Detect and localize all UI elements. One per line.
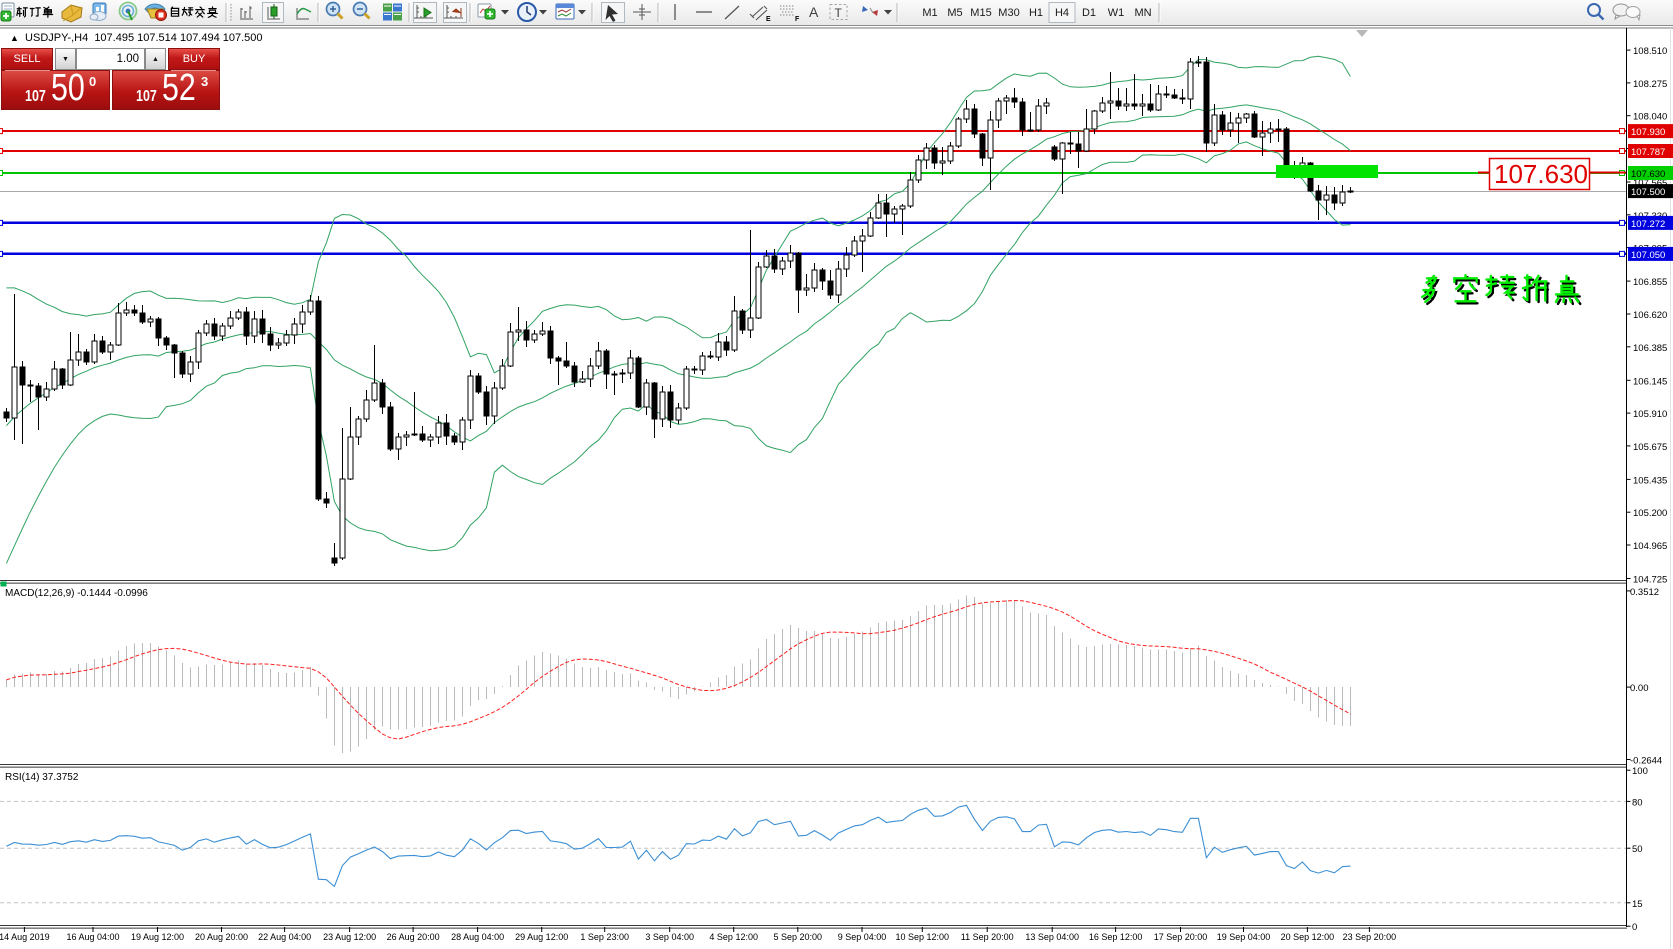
svg-text:50: 50 — [1632, 844, 1643, 855]
svg-text:106.145: 106.145 — [1633, 376, 1667, 387]
svg-text:17 Sep 20:00: 17 Sep 20:00 — [1154, 932, 1208, 942]
svg-text:9 Sep 04:00: 9 Sep 04:00 — [838, 932, 887, 942]
svg-text:107.787: 107.787 — [1631, 147, 1665, 158]
svg-text:108.510: 108.510 — [1633, 46, 1667, 57]
svg-text:80: 80 — [1632, 797, 1643, 808]
svg-text:26 Aug 20:00: 26 Aug 20:00 — [387, 932, 440, 942]
svg-text:3 Sep 04:00: 3 Sep 04:00 — [645, 932, 694, 942]
svg-text:MACD(12,26,9) -0.1444 -0.0996: MACD(12,26,9) -0.1444 -0.0996 — [5, 588, 148, 599]
svg-text:0.3512: 0.3512 — [1630, 587, 1659, 598]
svg-text:105.910: 105.910 — [1633, 409, 1667, 420]
svg-text:105.675: 105.675 — [1633, 442, 1667, 453]
svg-text:H1: H1 — [1029, 7, 1043, 19]
svg-text:105.200: 105.200 — [1633, 508, 1667, 519]
svg-text:5 Sep 20:00: 5 Sep 20:00 — [774, 932, 823, 942]
svg-text:20 Aug 20:00: 20 Aug 20:00 — [195, 932, 248, 942]
svg-text:10 Sep 12:00: 10 Sep 12:00 — [896, 932, 950, 942]
svg-text:106.855: 106.855 — [1633, 277, 1667, 288]
svg-text:W1: W1 — [1108, 7, 1125, 19]
svg-text:16 Sep 12:00: 16 Sep 12:00 — [1089, 932, 1143, 942]
svg-text:19 Sep 04:00: 19 Sep 04:00 — [1217, 932, 1271, 942]
svg-text:F: F — [795, 16, 800, 23]
svg-text:4 Sep 12:00: 4 Sep 12:00 — [709, 932, 758, 942]
svg-text:16 Aug 04:00: 16 Aug 04:00 — [66, 932, 119, 942]
svg-text:23 Sep 20:00: 23 Sep 20:00 — [1343, 932, 1397, 942]
svg-text:107.272: 107.272 — [1631, 219, 1665, 230]
svg-text:M15: M15 — [970, 7, 991, 19]
svg-text:11 Sep 20:00: 11 Sep 20:00 — [961, 932, 1014, 942]
svg-text:A: A — [809, 4, 819, 20]
svg-text:29 Aug 12:00: 29 Aug 12:00 — [515, 932, 568, 942]
svg-text:15: 15 — [1632, 899, 1643, 910]
svg-text:0.00: 0.00 — [1630, 683, 1649, 694]
svg-text:0: 0 — [1632, 922, 1637, 933]
svg-text:H4: H4 — [1055, 7, 1069, 19]
svg-text:23 Aug 12:00: 23 Aug 12:00 — [323, 932, 376, 942]
svg-text:-0.2644: -0.2644 — [1630, 756, 1662, 767]
svg-text:RSI(14) 37.3752: RSI(14) 37.3752 — [5, 772, 79, 783]
svg-text:107.630: 107.630 — [1494, 159, 1588, 189]
svg-text:M5: M5 — [947, 7, 962, 19]
svg-text:D1: D1 — [1082, 7, 1096, 19]
svg-text:106.385: 106.385 — [1633, 343, 1667, 354]
svg-text:106.620: 106.620 — [1633, 310, 1667, 321]
svg-text:28 Aug 04:00: 28 Aug 04:00 — [451, 932, 504, 942]
svg-text:M1: M1 — [922, 7, 937, 19]
svg-text:14 Aug 2019: 14 Aug 2019 — [0, 932, 50, 942]
svg-text:MN: MN — [1134, 7, 1151, 19]
svg-text:107.930: 107.930 — [1631, 127, 1665, 138]
svg-text:108.275: 108.275 — [1633, 79, 1667, 90]
svg-text:1 Sep 23:00: 1 Sep 23:00 — [580, 932, 629, 942]
svg-text:22 Aug 04:00: 22 Aug 04:00 — [258, 932, 311, 942]
svg-text:107.565: 107.565 — [1633, 178, 1667, 189]
svg-text:E: E — [766, 16, 771, 23]
svg-text:100: 100 — [1632, 766, 1648, 777]
svg-text:M30: M30 — [998, 7, 1019, 19]
svg-text:107.500: 107.500 — [1631, 187, 1665, 198]
svg-text:104.725: 104.725 — [1633, 575, 1667, 586]
svg-text:104.965: 104.965 — [1633, 541, 1667, 552]
svg-text:105.435: 105.435 — [1633, 475, 1667, 486]
svg-text:19 Aug 12:00: 19 Aug 12:00 — [131, 932, 184, 942]
svg-text:13 Sep 04:00: 13 Sep 04:00 — [1025, 932, 1079, 942]
svg-text:107.630: 107.630 — [1631, 169, 1665, 180]
svg-text:107.050: 107.050 — [1631, 250, 1665, 261]
svg-text:20 Sep 12:00: 20 Sep 12:00 — [1281, 932, 1335, 942]
svg-text:T: T — [835, 6, 843, 20]
svg-text:108.040: 108.040 — [1633, 112, 1667, 123]
